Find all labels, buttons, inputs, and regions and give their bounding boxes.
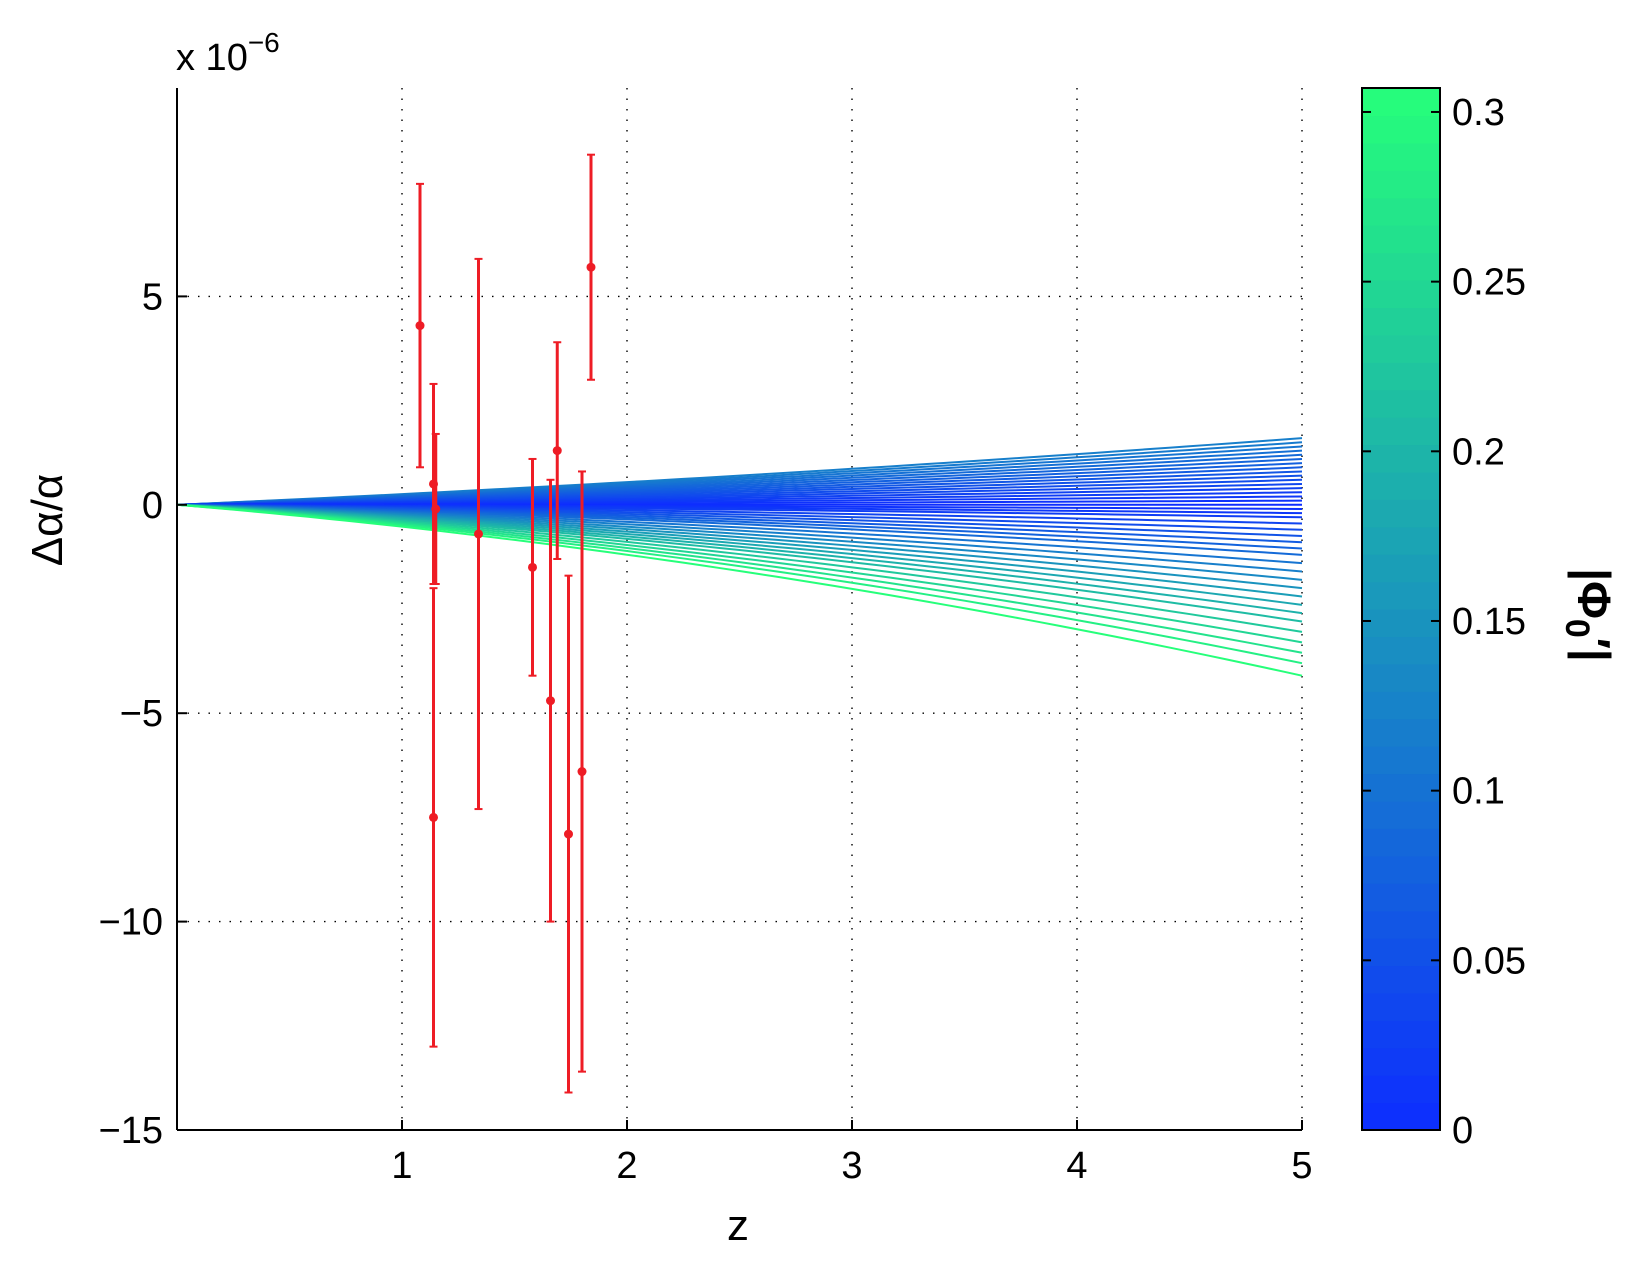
grid	[177, 88, 1303, 1131]
colorbar-tick-label: 0.2	[1452, 431, 1505, 473]
colorbar-band	[1362, 334, 1440, 363]
colorbar-band	[1362, 142, 1440, 171]
model-curve	[176, 503, 1303, 654]
colorbar-band	[1362, 1102, 1440, 1131]
colorbar-band	[1362, 1020, 1440, 1049]
colorbar-band	[1362, 115, 1440, 144]
colorbar-band	[1362, 609, 1440, 638]
y-axis-title: Δα/α	[23, 474, 72, 567]
x-axis-title: z	[727, 1201, 749, 1250]
data-point	[415, 321, 425, 331]
model-curve	[176, 503, 1303, 665]
colorbar: 0 0.05 0.1 0.15 0.2 0.25 0.3	[1361, 87, 1526, 1152]
colorbar-band	[1362, 938, 1440, 967]
colorbar-band	[1362, 389, 1440, 418]
colorbar-band	[1362, 307, 1440, 336]
y-tick-label: −15	[99, 1110, 163, 1152]
colorbar-band	[1362, 471, 1440, 500]
colorbar-band	[1362, 663, 1440, 692]
data-point	[577, 767, 587, 777]
data-points	[415, 153, 596, 1094]
y-multiplier-label: x 10−6	[176, 27, 280, 79]
y-tick-label: 0	[142, 485, 163, 527]
model-curve	[176, 503, 1303, 644]
colorbar-band	[1362, 965, 1440, 994]
y-tick-label: −10	[99, 902, 163, 944]
colorbar-band	[1362, 279, 1440, 308]
colorbar-band	[1362, 718, 1440, 747]
colorbar-band	[1362, 855, 1440, 884]
data-point	[586, 262, 596, 272]
colorbar-tick-label: 0.1	[1452, 771, 1505, 813]
colorbar-band	[1362, 773, 1440, 802]
colorbar-band	[1362, 800, 1440, 829]
colorbar-tick-label: 0.3	[1452, 92, 1505, 134]
y-tick-label: 5	[142, 276, 163, 318]
colorbar-frame	[1361, 87, 1441, 1131]
colorbar-tick-label: 0	[1452, 1110, 1473, 1152]
colorbar-band	[1362, 499, 1440, 528]
colorbar-band	[1362, 992, 1440, 1021]
colorbar-band	[1362, 197, 1440, 226]
x-tick-label: 5	[1291, 1145, 1312, 1187]
data-point	[429, 812, 438, 822]
data-point	[552, 446, 562, 456]
colorbar-band	[1362, 828, 1440, 857]
x-tick-label: 4	[1066, 1145, 1087, 1187]
colorbar-band	[1362, 636, 1440, 665]
data-point	[431, 504, 441, 514]
colorbar-band	[1362, 526, 1440, 555]
colorbar-band	[1362, 170, 1440, 199]
colorbar-band	[1362, 362, 1440, 391]
x-tick-label: 3	[841, 1145, 862, 1187]
model-curve	[176, 503, 1303, 677]
colorbar-band	[1362, 88, 1440, 117]
colorbar-band	[1362, 554, 1440, 583]
colorbar-title: |Φ0′|	[1558, 568, 1620, 661]
colorbar-tick-label: 0.15	[1452, 601, 1526, 643]
colorbar-band	[1362, 910, 1440, 939]
model-curve	[176, 503, 1303, 633]
data-point	[528, 562, 537, 572]
colorbar-band	[1362, 581, 1440, 610]
x-tick-label: 1	[391, 1145, 412, 1187]
axes: 1 2 3 4 5 −15 −10 −5 0 5	[99, 88, 1313, 1187]
colorbar-band	[1362, 1047, 1440, 1076]
colorbar-tick-label: 0.25	[1452, 262, 1526, 304]
colorbar-band	[1362, 746, 1440, 775]
x-tick-label: 2	[616, 1145, 637, 1187]
colorbar-tick-label: 0.05	[1452, 940, 1526, 982]
y-tick-label: −5	[120, 693, 163, 735]
colorbar-band	[1362, 883, 1440, 912]
colorbar-band	[1362, 417, 1440, 446]
colorbar-band	[1362, 1075, 1440, 1104]
colorbar-band	[1362, 225, 1440, 254]
data-point	[474, 529, 483, 539]
colorbar-band	[1362, 444, 1440, 473]
data-point	[546, 696, 555, 706]
data-point	[564, 829, 573, 839]
model-curve	[176, 503, 1303, 623]
colorbar-band	[1362, 252, 1440, 281]
colorbar-band	[1362, 691, 1440, 720]
model-curves	[176, 437, 1303, 677]
